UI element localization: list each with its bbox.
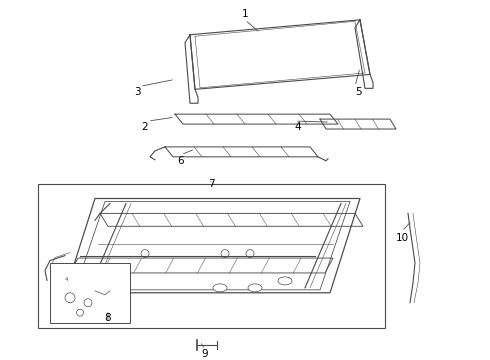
Text: 3: 3 xyxy=(134,87,140,97)
Ellipse shape xyxy=(278,277,292,285)
Ellipse shape xyxy=(248,284,262,292)
Bar xyxy=(50,263,130,323)
Ellipse shape xyxy=(213,284,227,292)
Bar xyxy=(38,184,385,328)
Text: 5: 5 xyxy=(355,87,361,97)
Text: 8: 8 xyxy=(105,312,111,323)
Text: 2: 2 xyxy=(142,122,148,132)
Text: 7: 7 xyxy=(208,179,214,189)
Text: 4: 4 xyxy=(294,122,301,132)
Text: 1: 1 xyxy=(242,9,248,19)
Text: 10: 10 xyxy=(395,233,409,243)
Text: 6: 6 xyxy=(178,156,184,166)
Text: 9: 9 xyxy=(202,349,208,359)
Text: 4: 4 xyxy=(65,277,69,282)
